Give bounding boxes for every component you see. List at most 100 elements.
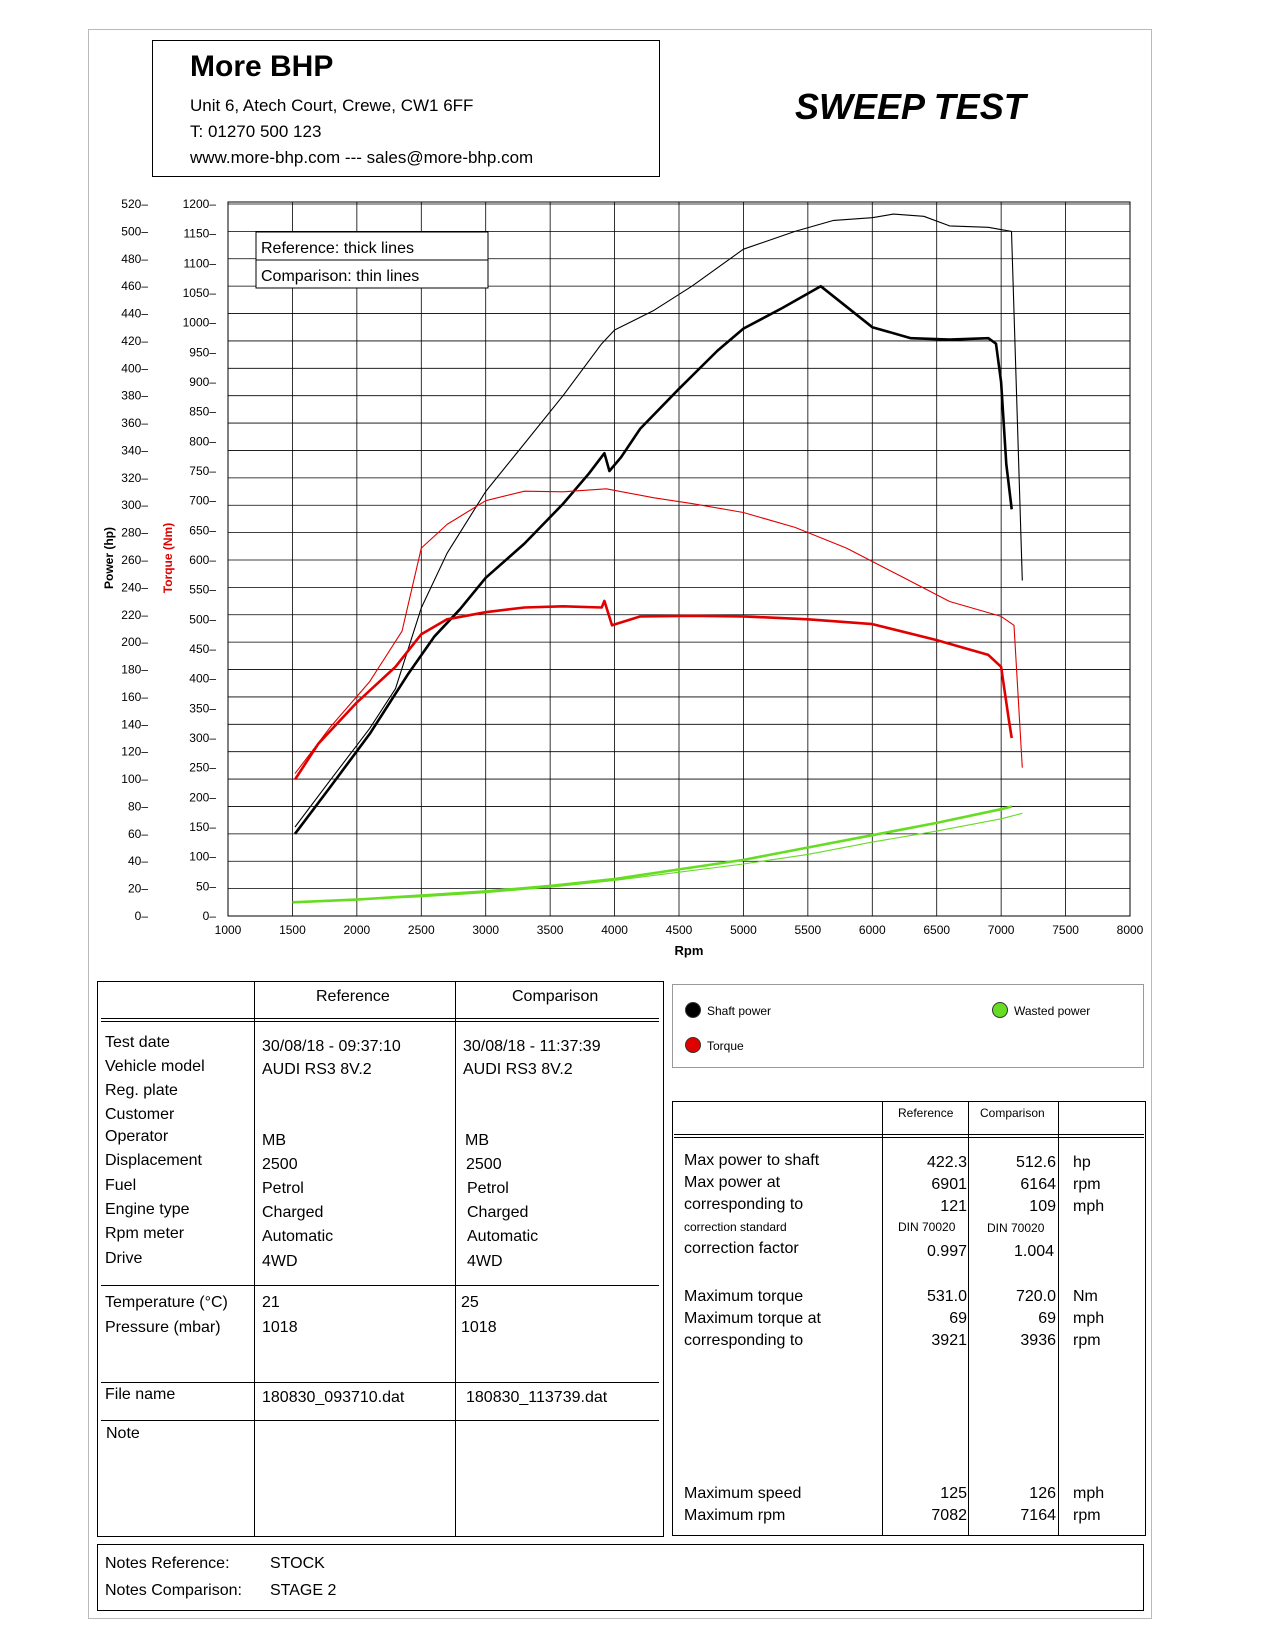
power-tick-label: 160– (121, 690, 148, 704)
results-header-rule (674, 1134, 1144, 1138)
torque-tick-label: 600– (189, 553, 216, 567)
comp-fuel: Petrol (467, 1180, 509, 1197)
unit-max-torque: Nm (1073, 1288, 1098, 1305)
wasted-power-reference-line (292, 805, 1013, 904)
power-tick-label: 300– (121, 498, 148, 512)
ref-max-power: 422.3 (926, 1154, 967, 1171)
power-tick-label: 0– (135, 909, 149, 923)
torque-tick-label: 650– (189, 523, 216, 537)
comp-engine-type: Charged (467, 1204, 529, 1221)
info-table (97, 981, 664, 1537)
y-axis-torque-label: Torque (Nm) (161, 523, 175, 593)
torque-tick-label: 150– (189, 820, 216, 834)
results-col-comparison: Comparison (980, 1106, 1045, 1120)
label-pressure: Pressure (mbar) (105, 1319, 221, 1336)
comp-corr-standard: DIN 70020 (987, 1221, 1045, 1235)
comp-test-date: 30/08/18 - 11:37:39 (463, 1038, 601, 1055)
torque-reference-line (293, 599, 1013, 781)
company-address: Unit 6, Atech Court, Crewe, CW1 6FF (190, 96, 474, 115)
torque-tick-label: 800– (189, 434, 216, 448)
torque-tick-label: 550– (189, 583, 216, 597)
results-divider (882, 1101, 883, 1536)
ref-test-date: 30/08/18 - 09:37:10 (262, 1038, 401, 1055)
label-max-power: Max power to shaft (684, 1152, 820, 1169)
ref-engine-type: Charged (262, 1204, 324, 1221)
comp-max-power-at: 6164 (1020, 1176, 1056, 1193)
ref-displacement: 2500 (262, 1156, 298, 1173)
power-tick-label: 400– (121, 361, 148, 375)
power-tick-label: 120– (121, 745, 148, 759)
label-max-torque-at: Maximum torque at (684, 1310, 821, 1327)
results-table (672, 1101, 1146, 1536)
annotation-text: Reference: thick lines (261, 240, 414, 257)
y-axis-power-label: Power (hp) (102, 527, 116, 589)
x-tick-label: 7000 (988, 923, 1015, 937)
x-tick-label: 7500 (1052, 923, 1079, 937)
label-torque-corr: corresponding to (684, 1332, 804, 1349)
power-tick-label: 140– (121, 717, 148, 731)
torque-tick-label: 200– (189, 790, 216, 804)
info-col-reference: Reference (316, 988, 390, 1005)
torque-tick-label: 400– (189, 672, 216, 686)
power-tick-label: 420– (121, 334, 148, 348)
annotation-text: Comparison: thin lines (261, 268, 419, 285)
power-tick-label: 360– (121, 416, 148, 430)
x-tick-label: 2000 (344, 923, 371, 937)
results-divider (968, 1101, 969, 1536)
power-tick-label: 220– (121, 608, 148, 622)
comp-max-torque-at: 69 (1038, 1310, 1056, 1327)
x-tick-label: 4000 (601, 923, 628, 937)
x-tick-label: 1500 (279, 923, 306, 937)
torque-tick-label: 500– (189, 612, 216, 626)
label-operator: Operator (105, 1128, 169, 1145)
label-reg-plate: Reg. plate (105, 1082, 178, 1099)
info-table-divider (254, 981, 255, 1537)
label-corr-standard: correction standard (684, 1220, 787, 1234)
power-tick-label: 480– (121, 252, 148, 266)
label-corr-factor: correction factor (684, 1240, 799, 1257)
torque-tick-label: 1200– (183, 197, 217, 211)
ref-file-name: 180830_093710.dat (262, 1389, 405, 1406)
x-tick-label: 6500 (923, 923, 950, 937)
comp-max-speed: 126 (1029, 1485, 1056, 1502)
power-tick-label: 80– (128, 799, 148, 813)
power-tick-label: 100– (121, 772, 148, 786)
x-tick-label: 3500 (537, 923, 564, 937)
torque-tick-label: 1000– (183, 316, 217, 330)
power-tick-label: 500– (121, 224, 148, 238)
notes-reference-label: Notes Reference: (105, 1555, 230, 1572)
label-customer: Customer (105, 1106, 175, 1123)
comp-file-name: 180830_113739.dat (466, 1389, 608, 1406)
power-tick-label: 520– (121, 197, 148, 211)
comp-max-power: 512.6 (1015, 1154, 1056, 1171)
x-tick-label: 5500 (795, 923, 822, 937)
torque-tick-label: 1150– (184, 227, 217, 241)
comp-torque-corr: 3936 (1020, 1332, 1056, 1349)
legend-wasted-power: Wasted power (1014, 1004, 1091, 1018)
label-temperature: Temperature (°C) (105, 1294, 228, 1311)
unit-max-torque-at: mph (1073, 1310, 1105, 1327)
torque-tick-label: 100– (189, 850, 216, 864)
dyno-chart: 1000 1500 2000 2500 3000 3500 4000 4500 5000 5500… (102, 197, 1144, 958)
label-note: Note (106, 1425, 140, 1442)
info-table-rule (101, 1285, 659, 1286)
power-tick-label: 20– (128, 882, 148, 896)
notes-reference-value: STOCK (270, 1555, 325, 1572)
comp-displacement: 2500 (466, 1156, 502, 1173)
unit-corresponding: mph (1073, 1198, 1105, 1215)
ref-max-power-at: 6901 (931, 1176, 967, 1193)
torque-tick-label: 1100– (184, 256, 217, 270)
power-tick-label: 320– (121, 471, 148, 485)
results-col-reference: Reference (898, 1106, 954, 1120)
label-test-date: Test date (105, 1034, 170, 1051)
comp-corr-factor: 1.004 (1014, 1243, 1055, 1260)
label-max-speed: Maximum speed (684, 1485, 802, 1502)
company-phone: T: 01270 500 123 (190, 122, 322, 141)
power-tick-label: 40– (128, 854, 148, 868)
x-axis-label: Rpm (675, 943, 704, 958)
comp-drive: 4WD (467, 1253, 503, 1270)
ref-rpm-meter: Automatic (262, 1228, 334, 1245)
notes-comparison-value: STAGE 2 (270, 1582, 337, 1599)
torque-tick-label: 950– (189, 345, 216, 359)
torque-tick-label: 350– (189, 701, 216, 715)
